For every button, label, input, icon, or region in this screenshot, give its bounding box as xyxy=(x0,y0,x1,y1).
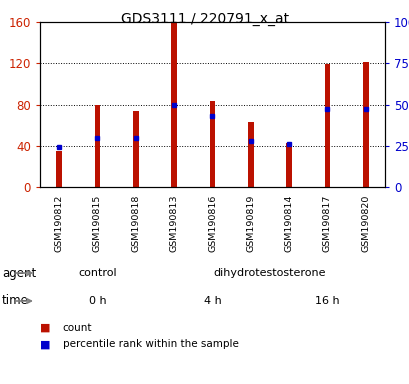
Text: GSM190815: GSM190815 xyxy=(93,194,102,252)
Text: agent: agent xyxy=(2,266,36,280)
Text: GSM190818: GSM190818 xyxy=(131,194,140,252)
Text: ■: ■ xyxy=(40,323,50,333)
Text: count: count xyxy=(63,323,92,333)
Text: GSM190812: GSM190812 xyxy=(54,194,63,252)
Text: ■: ■ xyxy=(40,339,50,349)
Bar xyxy=(133,111,138,187)
Bar xyxy=(94,104,100,187)
Text: GSM190817: GSM190817 xyxy=(322,194,331,252)
Bar xyxy=(171,22,177,187)
Text: GSM190819: GSM190819 xyxy=(246,194,255,252)
Bar xyxy=(285,143,291,187)
Text: GSM190814: GSM190814 xyxy=(284,194,293,252)
Bar xyxy=(247,122,253,187)
Text: GSM190813: GSM190813 xyxy=(169,194,178,252)
Bar xyxy=(56,151,62,187)
Bar xyxy=(362,62,368,187)
Bar xyxy=(324,64,330,187)
Text: 4 h: 4 h xyxy=(203,296,221,306)
Text: time: time xyxy=(2,295,29,308)
Text: control: control xyxy=(78,268,117,278)
Text: 0 h: 0 h xyxy=(88,296,106,306)
Text: percentile rank within the sample: percentile rank within the sample xyxy=(63,339,238,349)
Text: dihydrotestosterone: dihydrotestosterone xyxy=(213,268,326,278)
Text: 16 h: 16 h xyxy=(315,296,339,306)
Text: GSM190820: GSM190820 xyxy=(360,194,369,252)
Bar xyxy=(209,101,215,187)
Text: GDS3111 / 220791_x_at: GDS3111 / 220791_x_at xyxy=(121,12,288,26)
Text: GSM190816: GSM190816 xyxy=(207,194,216,252)
